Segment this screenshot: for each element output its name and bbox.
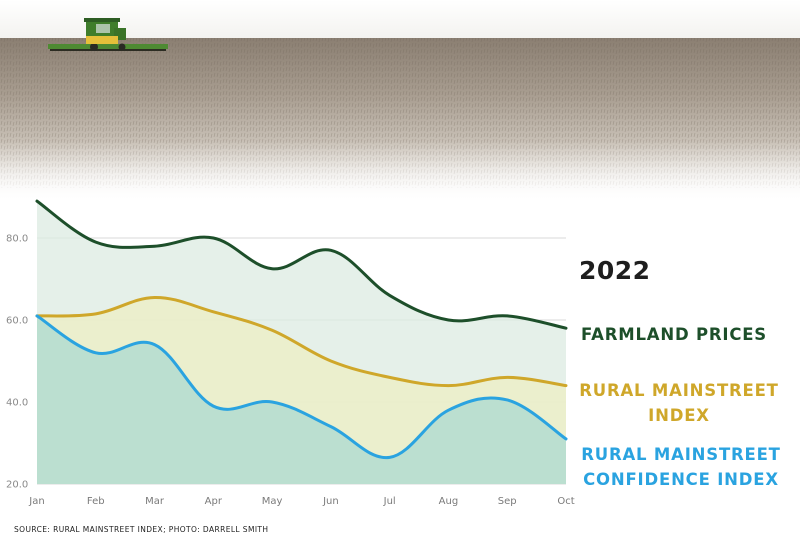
x-tick-label: May <box>262 496 283 507</box>
source-note: SOURCE: RURAL MAINSTREET INDEX; PHOTO: D… <box>14 525 269 534</box>
y-axis-tick-labels: 20.0 40.0 60.0 80.0 <box>6 234 28 491</box>
series-areas <box>37 201 566 484</box>
x-tick-label: Jun <box>322 496 339 507</box>
x-tick-label: Feb <box>87 496 105 507</box>
x-tick-label: Jan <box>28 496 44 507</box>
series-lines <box>35 199 568 459</box>
year-label: 2022 <box>579 256 651 285</box>
x-tick-label: Oct <box>557 496 574 507</box>
farmland-prices-line <box>35 199 568 330</box>
x-tick-label: Aug <box>439 496 459 507</box>
rural-mainstreet-index-line <box>35 295 568 388</box>
rural-confidence-index-line <box>35 314 568 459</box>
legend-rural-mainstreet-index: RURAL MAINSTREET INDEX <box>575 378 783 428</box>
combine-harvester-in-field-icon <box>48 18 168 51</box>
legend-confidence-line2: CONFIDENCE INDEX <box>583 470 779 489</box>
x-tick-label: Sep <box>498 496 517 507</box>
legend-farmland-prices: FARMLAND PRICES <box>580 325 768 344</box>
legend-rural-confidence-index: RURAL MAINSTREET CONFIDENCE INDEX <box>575 442 787 492</box>
legend-rural-line1: RURAL MAINSTREET <box>579 381 779 400</box>
y-tick-label: 20.0 <box>6 480 28 491</box>
x-tick-label: Jul <box>383 496 396 507</box>
x-tick-label: Apr <box>205 496 223 507</box>
y-tick-label: 80.0 <box>6 234 28 245</box>
y-tick-label: 40.0 <box>6 398 28 409</box>
x-tick-label: Mar <box>145 496 165 507</box>
x-axis-tick-labels: Jan Feb Mar Apr May Jun Jul Aug Sep Oct <box>28 496 574 507</box>
legend-rural-line2: INDEX <box>648 406 710 425</box>
y-tick-label: 60.0 <box>6 316 28 327</box>
legend-confidence-line1: RURAL MAINSTREET <box>581 445 781 464</box>
legend-farmland-text: FARMLAND PRICES <box>580 325 767 344</box>
